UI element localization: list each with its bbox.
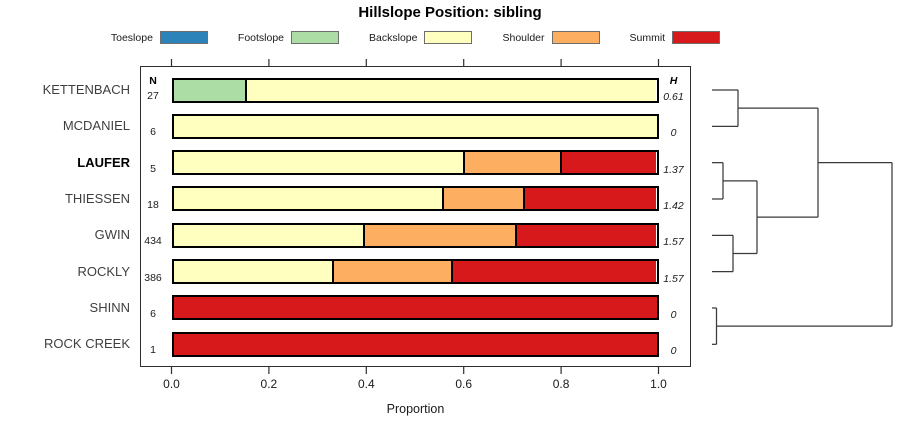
h-value: 0 xyxy=(670,308,677,321)
legend-color-swatch xyxy=(159,31,208,44)
h-value: 0 xyxy=(670,127,677,140)
stacked-bar xyxy=(171,113,659,139)
stacked-bar xyxy=(171,331,659,357)
bar-segment-shoulder xyxy=(363,224,516,246)
bar-segment-backslope xyxy=(244,79,657,101)
legend-item: Footslope xyxy=(237,31,340,44)
site-label: ROCKLY xyxy=(77,263,131,279)
site-label: SHINN xyxy=(89,299,130,315)
site-label: LAUFER xyxy=(77,154,130,170)
bar-segment-footslope xyxy=(173,79,245,101)
bar-segment-summit xyxy=(173,297,657,319)
bar-segment-backslope xyxy=(173,152,464,174)
x-tick-label: 0.4 xyxy=(357,377,375,391)
x-tick-label: 0.2 xyxy=(260,377,278,391)
x-axis-title: Proportion xyxy=(386,402,445,416)
bar-segment-summit xyxy=(173,333,657,355)
chart-title: Hillslope Position: sibling xyxy=(358,4,542,21)
legend-label: Backslope xyxy=(369,31,418,44)
stacked-bar xyxy=(171,186,659,212)
legend-item: Backslope xyxy=(369,31,473,44)
legend: Toeslope Footslope Backslope Shoulder Summit xyxy=(0,31,831,44)
legend-item: Shoulder xyxy=(502,31,600,44)
x-tick-label: 0.6 xyxy=(455,377,473,391)
bar-segment-backslope xyxy=(173,261,332,283)
bar-segment-backslope xyxy=(173,188,443,210)
bar-segment-shoulder xyxy=(442,188,523,210)
site-label: GWIN xyxy=(94,227,130,243)
site-label: THIESSEN xyxy=(64,190,130,206)
legend-color-swatch xyxy=(672,31,721,44)
legend-label: Summit xyxy=(629,31,666,44)
bar-segment-backslope xyxy=(173,224,364,246)
n-value: 18 xyxy=(147,198,159,211)
bar-segment-summit xyxy=(559,152,657,174)
legend-label: Toeslope xyxy=(110,31,153,44)
h-value: 0.61 xyxy=(663,91,684,103)
n-value: 434 xyxy=(144,235,162,248)
h-value: 1.42 xyxy=(663,199,684,212)
n-column-header: N xyxy=(149,75,157,87)
legend-color-swatch xyxy=(424,31,473,44)
bar-segment-shoulder xyxy=(331,261,451,283)
bar-segment-summit xyxy=(450,261,657,283)
stacked-bar xyxy=(171,150,659,176)
h-value: 1.57 xyxy=(663,236,684,249)
h-column-header: H xyxy=(669,75,678,87)
legend-label: Footslope xyxy=(237,31,285,44)
n-value: 6 xyxy=(150,307,156,320)
plot-area-border xyxy=(140,66,691,367)
legend-color-swatch xyxy=(291,31,340,44)
bar-segment-summit xyxy=(515,224,657,246)
x-tick-label: 0.0 xyxy=(163,377,180,391)
site-label: ROCK CREEK xyxy=(44,336,130,352)
h-value: 0 xyxy=(670,345,677,358)
legend-color-swatch xyxy=(551,31,600,44)
n-value: 386 xyxy=(144,271,162,284)
bar-segment-shoulder xyxy=(463,152,560,174)
h-value: 1.37 xyxy=(663,163,684,176)
legend-label: Shoulder xyxy=(502,31,545,44)
stacked-bar xyxy=(171,259,659,285)
n-value: 27 xyxy=(147,90,159,102)
n-value: 6 xyxy=(150,126,156,139)
n-value: 5 xyxy=(150,162,156,175)
n-value: 1 xyxy=(150,344,156,357)
site-label: MCDANIEL xyxy=(62,118,130,134)
x-tick-label: 0.8 xyxy=(552,377,570,391)
legend-item: Summit xyxy=(630,31,721,44)
site-label: KETTENBACH xyxy=(42,82,130,97)
legend-item: Toeslope xyxy=(111,31,208,44)
h-value: 1.57 xyxy=(663,272,684,285)
x-tick-label: 1.0 xyxy=(650,377,667,391)
stacked-bar xyxy=(171,295,659,321)
bar-segment-summit xyxy=(522,188,657,210)
stacked-bar xyxy=(171,222,659,248)
stacked-bar xyxy=(171,77,659,103)
bar-segment-backslope xyxy=(173,115,657,137)
